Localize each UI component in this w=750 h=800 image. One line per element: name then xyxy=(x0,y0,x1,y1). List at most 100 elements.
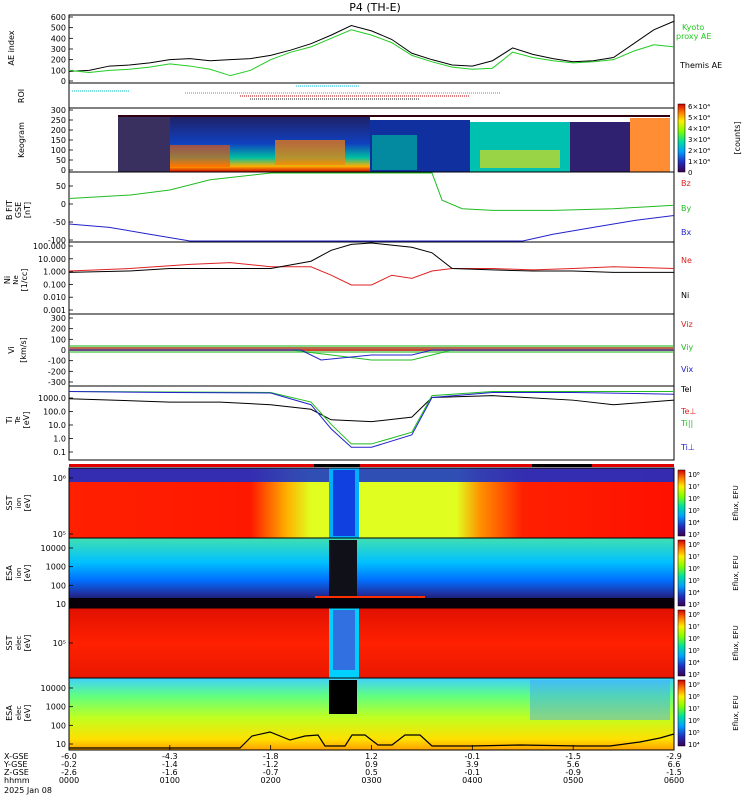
ae-ticklabel: 300 xyxy=(51,45,66,54)
x-axis-ticklabel: 0200 xyxy=(260,776,280,785)
bfield-ticklabel: -100 xyxy=(48,236,66,245)
velocity-series xyxy=(69,349,674,361)
x-axis-ticklabel: 1.2 xyxy=(365,752,378,761)
x-axis-ticklabel: 3.9 xyxy=(466,760,479,769)
bfield-legend-by: By xyxy=(681,204,691,213)
velocity-units: [km/s] xyxy=(19,337,28,363)
x-axis-ticklabel: 5.6 xyxy=(567,760,580,769)
bfield-line xyxy=(68,172,675,211)
temp-ticklabel: 10.0 xyxy=(48,421,66,430)
esa-elec-boundary-line xyxy=(69,731,675,749)
bfield-ylabel: B FIT xyxy=(5,200,14,220)
spectro-ticklabel: 100 xyxy=(51,581,66,590)
spectro-units: [eV] xyxy=(23,495,32,512)
spectro-sst-ion xyxy=(68,467,675,539)
density-line xyxy=(68,262,675,286)
bfield-ticklabel: 0 xyxy=(61,200,66,209)
spectro-colorbar-ticklabel: 10⁹ xyxy=(688,681,700,689)
density-units: [1/cc] xyxy=(20,269,29,292)
x-axis-ticklabel: -0.7 xyxy=(263,768,279,777)
bfield-ticklabel: 50 xyxy=(56,182,66,191)
spectro-ticklabel: 100 xyxy=(51,721,66,730)
temp-ylabel2: Te xyxy=(14,416,22,424)
spectro-species: ion xyxy=(15,498,23,509)
velocity-ylabel: Vi xyxy=(7,346,16,354)
ae-ylabel: AE index xyxy=(7,30,16,65)
keogram-ticklabel: 300 xyxy=(51,106,66,115)
spectro-ylabel: ESA xyxy=(5,705,14,721)
temp-ticklabel: 0.1 xyxy=(53,448,66,457)
density-legend-ne: Ne xyxy=(681,256,692,265)
bfield-line xyxy=(68,215,675,242)
velocity-noise-band xyxy=(70,345,673,353)
ae-series xyxy=(68,20,675,77)
spectro-colorbar-ticklabel: 10⁵ xyxy=(688,507,700,515)
temp-legend-teperp: Te⊥ xyxy=(680,407,696,416)
ae-legend-kyoto: Kyoto xyxy=(682,23,704,32)
spectro-colorbar-ticklabel: 10⁴ xyxy=(688,659,700,667)
density-panel: Ni Ne [1/cc] 100.000 10.000 1.000 0.100 0.01… xyxy=(3,241,692,315)
spectro-ticklabel: 1000 xyxy=(46,563,66,572)
bfield-ylabel2: GSE xyxy=(14,202,23,218)
temp-ticklabel: 1000.0 xyxy=(38,394,66,403)
temp-y-ticks: 1000.0 100.0 10.0 1.0 0.1 xyxy=(38,394,73,457)
keogram-ticklabel: 250 xyxy=(51,116,66,125)
bfield-units: [nT] xyxy=(23,202,32,218)
density-ticklabel: 1.000 xyxy=(43,268,66,277)
velocity-legend-viz: Viz xyxy=(681,320,693,329)
spectro-colorbar-ticklabel: 10⁶ xyxy=(688,635,700,643)
spectro-colorbar-ticklabel: 10⁴ xyxy=(688,741,700,749)
spectro-ticklabel: 10⁵ xyxy=(53,530,66,539)
spectro-colorbar-ticklabel: 10⁴ xyxy=(688,519,700,527)
spectro-species: ion xyxy=(15,568,23,579)
x-axis-ticklabel: -1.8 xyxy=(263,752,279,761)
temp-series xyxy=(68,391,675,448)
density-y-ticks: 100.000 10.000 1.000 0.100 0.010 0.001 xyxy=(33,242,73,315)
ae-ticklabel: 400 xyxy=(51,34,66,43)
spectro-colorbar-ticklabel: 10⁵ xyxy=(688,647,700,655)
mode-bar xyxy=(69,464,674,467)
spectro-ylabel: ESA xyxy=(5,565,14,581)
x-axis-ticklabel: -1.2 xyxy=(263,760,279,769)
keogram-colorbar-ticklabel: 5×10⁴ xyxy=(688,114,710,122)
spectro-colorbar-ticklabel: 10⁵ xyxy=(688,729,700,737)
x-axis-ticklabel: 0400 xyxy=(462,776,482,785)
spectro-species: elec xyxy=(15,636,23,651)
keogram-colorbar xyxy=(677,103,686,173)
spectro-species: elec xyxy=(15,706,23,721)
density-ylabel2: Ne xyxy=(12,275,20,285)
x-axis-ticklabel: 0300 xyxy=(361,776,381,785)
spectro-colorbar-ticklabel: 10⁴ xyxy=(688,589,700,597)
x-axis-ticklabel: -0.9 xyxy=(565,768,581,777)
keogram-ticklabel: 0 xyxy=(61,166,66,175)
x-axis-ticklabel: -0.1 xyxy=(465,768,481,777)
spectro-colorbar-ticklabel: 10⁷ xyxy=(688,705,700,713)
spectro-colorbar-label: Eflux, EFU xyxy=(732,485,740,520)
keogram-ticklabel: 200 xyxy=(51,126,66,135)
x-axis-ticklabel: -0.2 xyxy=(61,760,77,769)
spectro-colorbar xyxy=(677,469,686,537)
bfield-series xyxy=(68,172,675,242)
spectro-colorbars: 10⁸ 10⁷ 10⁶ 10⁵ 10⁴ 10³ Eflux, EFU 10⁸ 10⁷ 10⁶ 10⁵… xyxy=(677,469,740,749)
ae-ticklabel: 500 xyxy=(51,24,66,33)
x-axis-ticklabel: -2.9 xyxy=(666,752,682,761)
spectro-ylabel: SST xyxy=(5,635,14,650)
ae-ticklabel: 200 xyxy=(51,56,66,65)
spectro-colorbar-ticklabel: 10⁶ xyxy=(688,565,700,573)
keogram-colorbar-ticklabel: 4×10⁴ xyxy=(688,125,710,133)
spectro-colorbar-label: Eflux, EFU xyxy=(732,555,740,590)
spectro-ticklabel: 1000 xyxy=(46,703,66,712)
spectro-ticklabel: 10 xyxy=(56,740,66,749)
bfield-panel: B FIT GSE [nT] 50 0 -50 -100 Bz By Bx xyxy=(5,171,691,245)
keogram-ylabel: Keogram xyxy=(17,122,26,158)
spectro-colorbar-label: Eflux, EFU xyxy=(732,695,740,730)
ae-ticklabel: 100 xyxy=(51,66,66,75)
velocity-legend-viy: Viy xyxy=(681,343,694,352)
spectro-colorbar-ticklabel: 10³ xyxy=(688,671,700,679)
density-legend-ni: Ni xyxy=(681,291,689,300)
temp-legend-tel: Tel xyxy=(680,385,692,394)
ae-legend-proxy: proxy AE xyxy=(676,32,711,41)
